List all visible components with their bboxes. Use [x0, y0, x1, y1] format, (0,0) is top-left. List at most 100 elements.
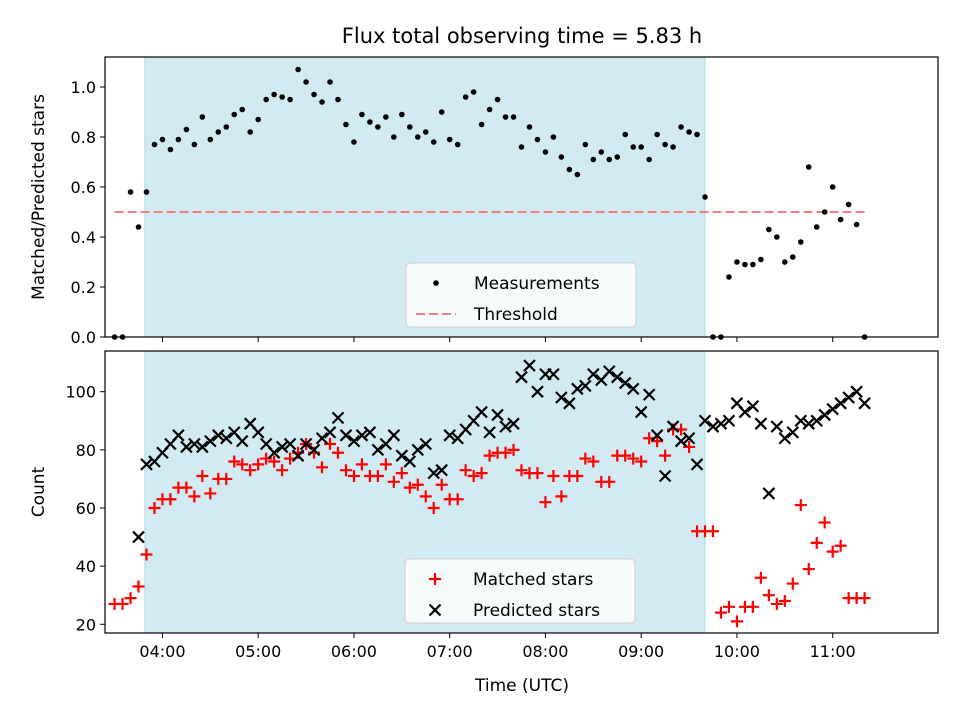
measurement-point: [311, 91, 317, 98]
predicted-star-point: [419, 437, 433, 451]
y-axis-label: Count: [29, 466, 49, 517]
predicted-star-point: [698, 414, 712, 428]
measurement-point: [135, 224, 142, 230]
measurement-point: [255, 116, 261, 123]
predicted-star-point: [355, 429, 369, 442]
measurement-point: [502, 114, 509, 120]
matched-star-point: [132, 580, 145, 593]
predicted-star-point: [618, 376, 632, 390]
predicted-star-point: [347, 434, 361, 448]
measurement-point: [414, 134, 421, 140]
measurement-point: [638, 144, 644, 150]
y-tick-label: 0.6: [71, 178, 96, 197]
matched-star-point: [371, 470, 384, 483]
matched-star-point: [252, 458, 265, 471]
measurement-point: [686, 129, 692, 135]
predicted-star-point: [746, 399, 760, 413]
predicted-star-point: [180, 440, 193, 454]
matched-star-point: [826, 545, 839, 558]
measurement-point: [606, 156, 613, 163]
measurement-point: [646, 156, 652, 163]
matched-star-point: [579, 452, 592, 465]
matched-star-point: [587, 455, 600, 468]
measurement-point: [829, 184, 836, 190]
measurement-point: [454, 141, 461, 148]
x-tick-label: 04:00: [139, 642, 185, 661]
measurement-point: [654, 131, 660, 138]
measurement-point: [159, 136, 166, 143]
predicted-star-point: [523, 359, 536, 372]
legend: Matched stars Predicted stars: [404, 558, 636, 624]
measurement-point: [518, 144, 525, 150]
predicted-star-point: [850, 385, 863, 398]
y-tick-label: 0.8: [71, 128, 96, 147]
measurement-point: [223, 124, 230, 130]
measurement-point: [287, 96, 293, 103]
predicted-star-point: [563, 397, 576, 410]
matched-star-point: [762, 589, 775, 602]
measurement-point: [430, 139, 437, 145]
matched-star-point: [531, 467, 544, 480]
measurement-point: [542, 149, 549, 155]
matched-star-point: [467, 470, 480, 483]
bottom-panel: 04:00 05:00 06:00 07:00 08:00 09:00 10:00 11:00…: [29, 350, 939, 661]
matched-star-point: [603, 475, 616, 488]
measurement-point: [271, 91, 277, 98]
matched-star-point: [268, 455, 281, 468]
series-matched-stars: [108, 423, 871, 628]
matched-star-point: [483, 449, 496, 462]
predicted-star-point: [762, 487, 776, 500]
measurement-point: [494, 96, 501, 103]
y-tick-label: 0.2: [71, 278, 96, 297]
matched-star-point: [355, 458, 368, 471]
matched-star-point: [244, 464, 257, 477]
measurement-point: [247, 129, 254, 135]
predicted-star-point: [579, 379, 592, 393]
predicted-star-point: [491, 408, 504, 422]
matched-star-point: [515, 464, 528, 477]
predicted-star-point: [475, 405, 488, 419]
measurement-point: [566, 166, 573, 173]
predicted-star-point: [842, 391, 855, 404]
measurement-point: [239, 106, 246, 113]
measurement-point: [774, 234, 780, 240]
x-axis-label: Time (UTC): [474, 676, 569, 696]
matched-star-point: [164, 493, 177, 506]
predicted-star-point: [626, 382, 640, 396]
predicted-star-point: [283, 437, 297, 451]
matched-star-point: [188, 490, 201, 503]
measurement-point: [789, 254, 796, 260]
x-tick-label: 06:00: [331, 642, 377, 661]
matched-star-point: [387, 475, 400, 488]
y-tick-label: 0.4: [71, 228, 96, 247]
measurement-point: [590, 156, 597, 163]
predicted-star-point: [196, 440, 209, 454]
measurement-point: [758, 256, 764, 263]
measurement-point: [797, 239, 804, 245]
matched-star-point: [220, 472, 233, 485]
matched-star-point: [395, 467, 408, 480]
matched-star-point: [858, 592, 871, 605]
measurement-point: [742, 261, 748, 268]
predicted-star-point: [331, 411, 345, 425]
matched-star-point: [451, 493, 464, 506]
predicted-star-point: [267, 446, 281, 460]
y-tick-label: 20: [76, 615, 96, 634]
measurement-point: [367, 119, 373, 125]
measurement-point: [670, 144, 676, 150]
x-tick-label: 05:00: [235, 642, 281, 661]
matched-star-point: [730, 615, 743, 628]
measurement-point: [263, 96, 269, 103]
legend-matched-marker: [429, 573, 441, 585]
predicted-star-point: [818, 408, 831, 422]
measurement-point: [622, 131, 629, 138]
matched-star-point: [834, 539, 847, 552]
axes-frame: [104, 350, 939, 634]
measurement-point: [127, 189, 134, 195]
matched-star-point: [324, 438, 337, 451]
predicted-star-point: [507, 417, 520, 430]
measurement-point: [550, 134, 557, 140]
measurement-point: [678, 124, 684, 130]
measurement-point: [510, 114, 517, 120]
measurement-point: [191, 141, 198, 148]
